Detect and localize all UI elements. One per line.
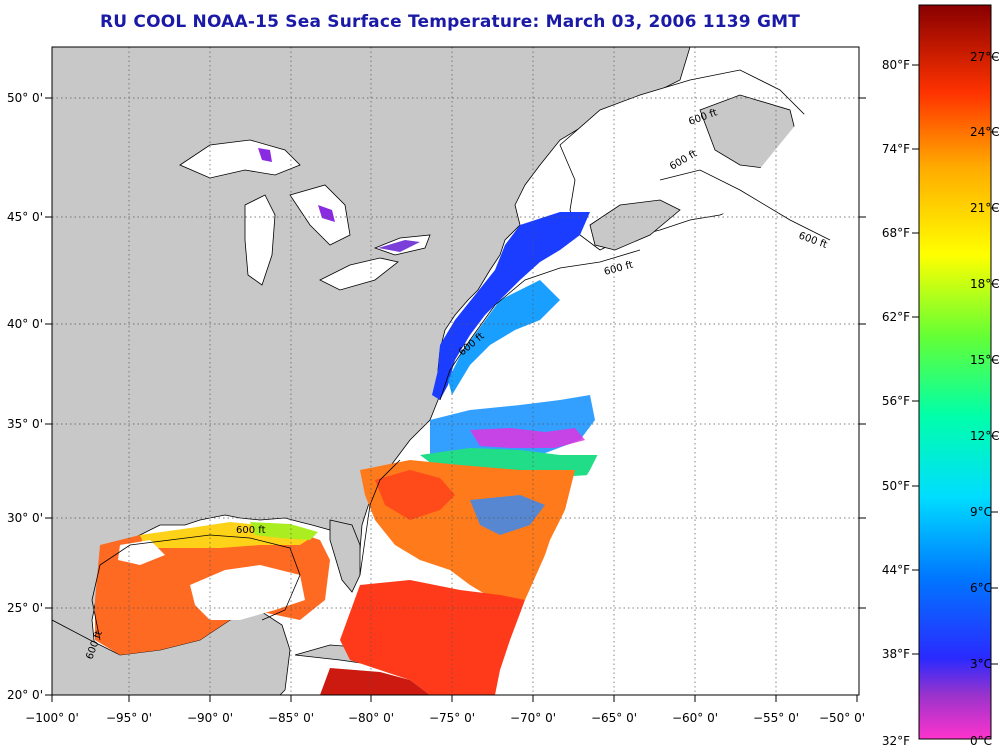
colorbar-f-label: 80°F [882, 58, 910, 72]
lake-patch-erie [378, 240, 420, 252]
lon-tick-label: −100° 0' [25, 711, 79, 725]
lat-tick-label: 40° 0' [7, 317, 43, 331]
colorbar-f-label: 44°F [882, 563, 910, 577]
lon-tick-label: −90° 0' [187, 711, 233, 725]
colorbar-c-label: 18°C [970, 277, 1000, 291]
lat-tick-label: 50° 0' [7, 91, 43, 105]
lon-tick-label: −95° 0' [106, 711, 152, 725]
isobath-shelf-south [359, 459, 401, 576]
land-nova-scotia [589, 199, 681, 251]
color-scale-bar [918, 4, 992, 740]
lat-tick-label: 25° 0' [7, 601, 43, 615]
lake-erie [319, 257, 399, 291]
land-florida [329, 519, 361, 593]
isobath-labrador [659, 169, 831, 241]
lat-tick-label: 30° 0' [7, 511, 43, 525]
sst-gulf-clouds-2 [118, 540, 165, 565]
colorbar-c-label: 21°C [970, 201, 1000, 215]
colorbar-f-label: 74°F [882, 142, 910, 156]
sst-caribbean-deep [320, 668, 430, 695]
sst-cold-shelf [432, 212, 590, 400]
colorbar-c-label: 0°C [970, 734, 992, 748]
lon-tick-label: −75° 0' [429, 711, 475, 725]
colorbar-f-label: 56°F [882, 394, 910, 408]
lon-tick-label: −60° 0' [672, 711, 718, 725]
colorbar-c-label: 27°C [970, 50, 1000, 64]
colorbar-f-label: 38°F [882, 647, 910, 661]
contour-label-1: 600 ft [236, 525, 266, 536]
sst-gulf-clouds [190, 565, 305, 620]
lat-tick-label: 35° 0' [7, 417, 43, 431]
lon-tick-label: −55° 0' [753, 711, 799, 725]
lon-tick-label: −50° 0' [819, 711, 865, 725]
colorbar-c-label: 12°C [970, 429, 1000, 443]
colorbar-c-label: 6°C [970, 581, 992, 595]
map-title: RU COOL NOAA-15 Sea Surface Temperature:… [99, 12, 801, 32]
colorbar-c-label: 9°C [970, 505, 992, 519]
sst-magenta-patch [470, 428, 585, 448]
lon-tick-label: −80° 0' [348, 711, 394, 725]
sst-blue-filaments [470, 495, 545, 535]
lat-tick-label: 45° 0' [7, 210, 43, 224]
sst-gulf-yellow-edge [250, 522, 318, 540]
lon-tick-label: −70° 0' [510, 711, 556, 725]
colorbar-f-label: 32°F [882, 734, 910, 748]
lake-michigan [244, 194, 276, 286]
colorbar-f-label: 62°F [882, 310, 910, 324]
lon-tick-label: −85° 0' [268, 711, 314, 725]
isobath-gulf [91, 534, 301, 641]
graticule [52, 47, 859, 695]
tick-marks [45, 97, 866, 702]
lon-tick-label: −65° 0' [591, 711, 637, 725]
colorbar-c-label: 3°C [970, 657, 992, 671]
isobath-shelf-east [439, 249, 641, 401]
lake-patch-michigan [318, 205, 335, 222]
colorbar-c-label: 24°C [970, 125, 1000, 139]
swath-edge [495, 47, 859, 695]
sst-caribbean [340, 580, 525, 695]
colorbar-f-label: 50°F [882, 479, 910, 493]
colorbar-f-label: 68°F [882, 226, 910, 240]
lake-patch-superior [258, 148, 272, 162]
lake-huron [289, 184, 351, 246]
colorbar-c-label: 15°C [970, 353, 1000, 367]
lat-tick-label: 20° 0' [7, 688, 43, 702]
sst-cyan-shelf [448, 280, 560, 395]
sst-gulf-stream-core [375, 470, 455, 520]
